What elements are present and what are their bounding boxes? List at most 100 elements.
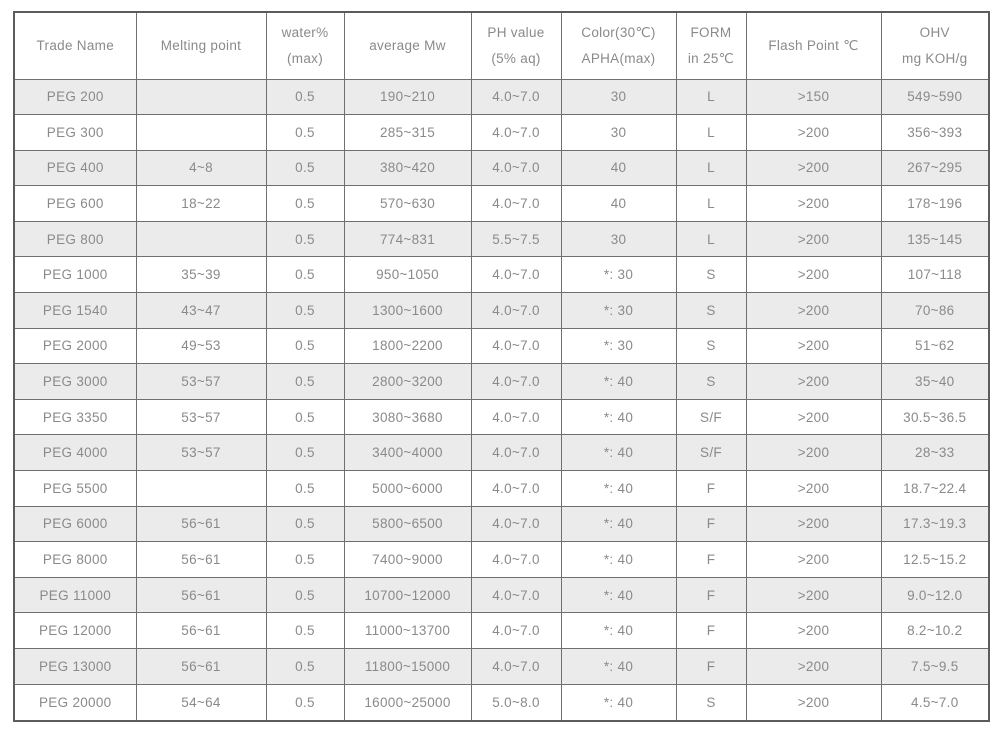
cell-color-apha: *: 40 (560, 470, 677, 507)
cell-melting-point: 56~61 (135, 505, 267, 543)
cell-water-max: 0.5 (265, 185, 345, 222)
cell-ph-value: 4.0~7.0 (470, 541, 562, 578)
cell-trade-name: PEG 200 (13, 78, 137, 116)
cell-ohv: 267~295 (880, 149, 990, 187)
cell-trade-name: PEG 3350 (13, 398, 137, 436)
cell-form: L (675, 114, 747, 151)
cell-color-apha: *: 40 (560, 434, 677, 472)
table-row: PEG 1000 35~39 0.5 950~1050 4.0~7.0 *: 30 S >20… (13, 256, 990, 294)
cell-ph-value: 4.0~7.0 (470, 292, 562, 329)
cell-ohv: 18.7~22.4 (880, 470, 990, 507)
cell-average-mw: 285~315 (343, 114, 472, 151)
cell-trade-name: PEG 800 (13, 220, 137, 258)
cell-melting-point: 43~47 (135, 292, 267, 329)
cell-color-apha: *: 40 (560, 398, 677, 436)
cell-trade-name: PEG 13000 (13, 648, 137, 685)
cell-ohv: 17.3~19.3 (880, 505, 990, 543)
table-body: PEG 200 0.5 190~210 4.0~7.0 30 L >150 549~590 PE… (13, 78, 990, 722)
cell-color-apha: *: 40 (560, 576, 677, 614)
cell-melting-point: 53~57 (135, 434, 267, 472)
table-row: PEG 1540 43~47 0.5 1300~1600 4.0~7.0 *: 30 S >2… (13, 292, 990, 329)
cell-color-apha: *: 40 (560, 648, 677, 685)
cell-trade-name: PEG 20000 (13, 683, 137, 722)
cell-form: F (675, 505, 747, 543)
cell-water-max: 0.5 (265, 505, 345, 543)
cell-melting-point (135, 114, 267, 151)
cell-trade-name: PEG 12000 (13, 612, 137, 649)
table-row: PEG 600 18~22 0.5 570~630 4.0~7.0 40 L >200 178~… (13, 185, 990, 222)
column-header-line: Flash Point ℃ (768, 37, 859, 53)
cell-form: S (675, 292, 747, 329)
cell-flash-point: >200 (745, 220, 882, 258)
cell-average-mw: 950~1050 (343, 256, 472, 294)
cell-average-mw: 570~630 (343, 185, 472, 222)
cell-melting-point: 56~61 (135, 612, 267, 649)
cell-water-max: 0.5 (265, 576, 345, 614)
cell-ohv: 135~145 (880, 220, 990, 258)
column-header-line: (max) (287, 50, 323, 66)
cell-ph-value: 4.0~7.0 (470, 576, 562, 614)
cell-form: S (675, 327, 747, 365)
table-row: PEG 4000 53~57 0.5 3400~4000 4.0~7.0 *: 40 S/F… (13, 434, 990, 472)
column-header-line: (5% aq) (491, 50, 541, 66)
cell-form: S (675, 256, 747, 294)
cell-ph-value: 5.0~8.0 (470, 683, 562, 722)
cell-form: L (675, 78, 747, 116)
cell-color-apha: *: 40 (560, 541, 677, 578)
column-header-flash-point: Flash Point ℃ (745, 11, 882, 80)
table-row: PEG 11000 56~61 0.5 10700~12000 4.0~7.0 *: 40… (13, 576, 990, 614)
cell-ph-value: 4.0~7.0 (470, 648, 562, 685)
column-header-line: APHA(max) (581, 50, 656, 66)
cell-melting-point: 35~39 (135, 256, 267, 294)
cell-ohv: 51~62 (880, 327, 990, 365)
cell-melting-point: 49~53 (135, 327, 267, 365)
cell-ohv: 12.5~15.2 (880, 541, 990, 578)
cell-flash-point: >150 (745, 78, 882, 116)
column-header-ohv: OHV mg KOH/g (880, 11, 990, 80)
column-header-line: average Mw (369, 37, 446, 53)
table-row: PEG 13000 56~61 0.5 11800~15000 4.0~7.0 *: 40… (13, 648, 990, 685)
cell-form: S/F (675, 398, 747, 436)
cell-flash-point: >200 (745, 470, 882, 507)
cell-ohv: 549~590 (880, 78, 990, 116)
column-header-line: in 25℃ (687, 50, 735, 66)
cell-ohv: 8.2~10.2 (880, 612, 990, 649)
cell-melting-point: 53~57 (135, 398, 267, 436)
peg-spec-table-container: Trade Name Melting point water% (max) averag… (13, 11, 990, 722)
cell-form: L (675, 185, 747, 222)
cell-ohv: 35~40 (880, 363, 990, 400)
cell-ph-value: 4.0~7.0 (470, 434, 562, 472)
cell-flash-point: >200 (745, 541, 882, 578)
cell-color-apha: *: 40 (560, 505, 677, 543)
cell-form: S/F (675, 434, 747, 472)
cell-ohv: 9.0~12.0 (880, 576, 990, 614)
table-row: PEG 2000 49~53 0.5 1800~2200 4.0~7.0 *: 30 S >2… (13, 327, 990, 365)
cell-water-max: 0.5 (265, 149, 345, 187)
cell-average-mw: 190~210 (343, 78, 472, 116)
cell-melting-point: 56~61 (135, 541, 267, 578)
column-header-line: water% (281, 24, 329, 40)
cell-color-apha: 40 (560, 149, 677, 187)
cell-average-mw: 1800~2200 (343, 327, 472, 365)
column-header-line: FORM (690, 24, 732, 40)
cell-flash-point: >200 (745, 149, 882, 187)
cell-form: S (675, 363, 747, 400)
cell-ph-value: 5.5~7.5 (470, 220, 562, 258)
cell-flash-point: >200 (745, 398, 882, 436)
column-header-line: OHV (919, 24, 950, 40)
cell-trade-name: PEG 600 (13, 185, 137, 222)
cell-melting-point: 56~61 (135, 576, 267, 614)
cell-melting-point: 56~61 (135, 648, 267, 685)
cell-melting-point (135, 220, 267, 258)
table-row: PEG 3350 53~57 0.5 3080~3680 4.0~7.0 *: 40 S/F… (13, 398, 990, 436)
cell-ph-value: 4.0~7.0 (470, 185, 562, 222)
cell-ph-value: 4.0~7.0 (470, 363, 562, 400)
cell-ohv: 4.5~7.0 (880, 683, 990, 722)
cell-water-max: 0.5 (265, 612, 345, 649)
cell-water-max: 0.5 (265, 648, 345, 685)
table-row: PEG 200 0.5 190~210 4.0~7.0 30 L >150 549~590 (13, 78, 990, 116)
cell-flash-point: >200 (745, 292, 882, 329)
cell-trade-name: PEG 3000 (13, 363, 137, 400)
cell-ph-value: 4.0~7.0 (470, 256, 562, 294)
peg-spec-table: Trade Name Melting point water% (max) averag… (13, 11, 990, 722)
